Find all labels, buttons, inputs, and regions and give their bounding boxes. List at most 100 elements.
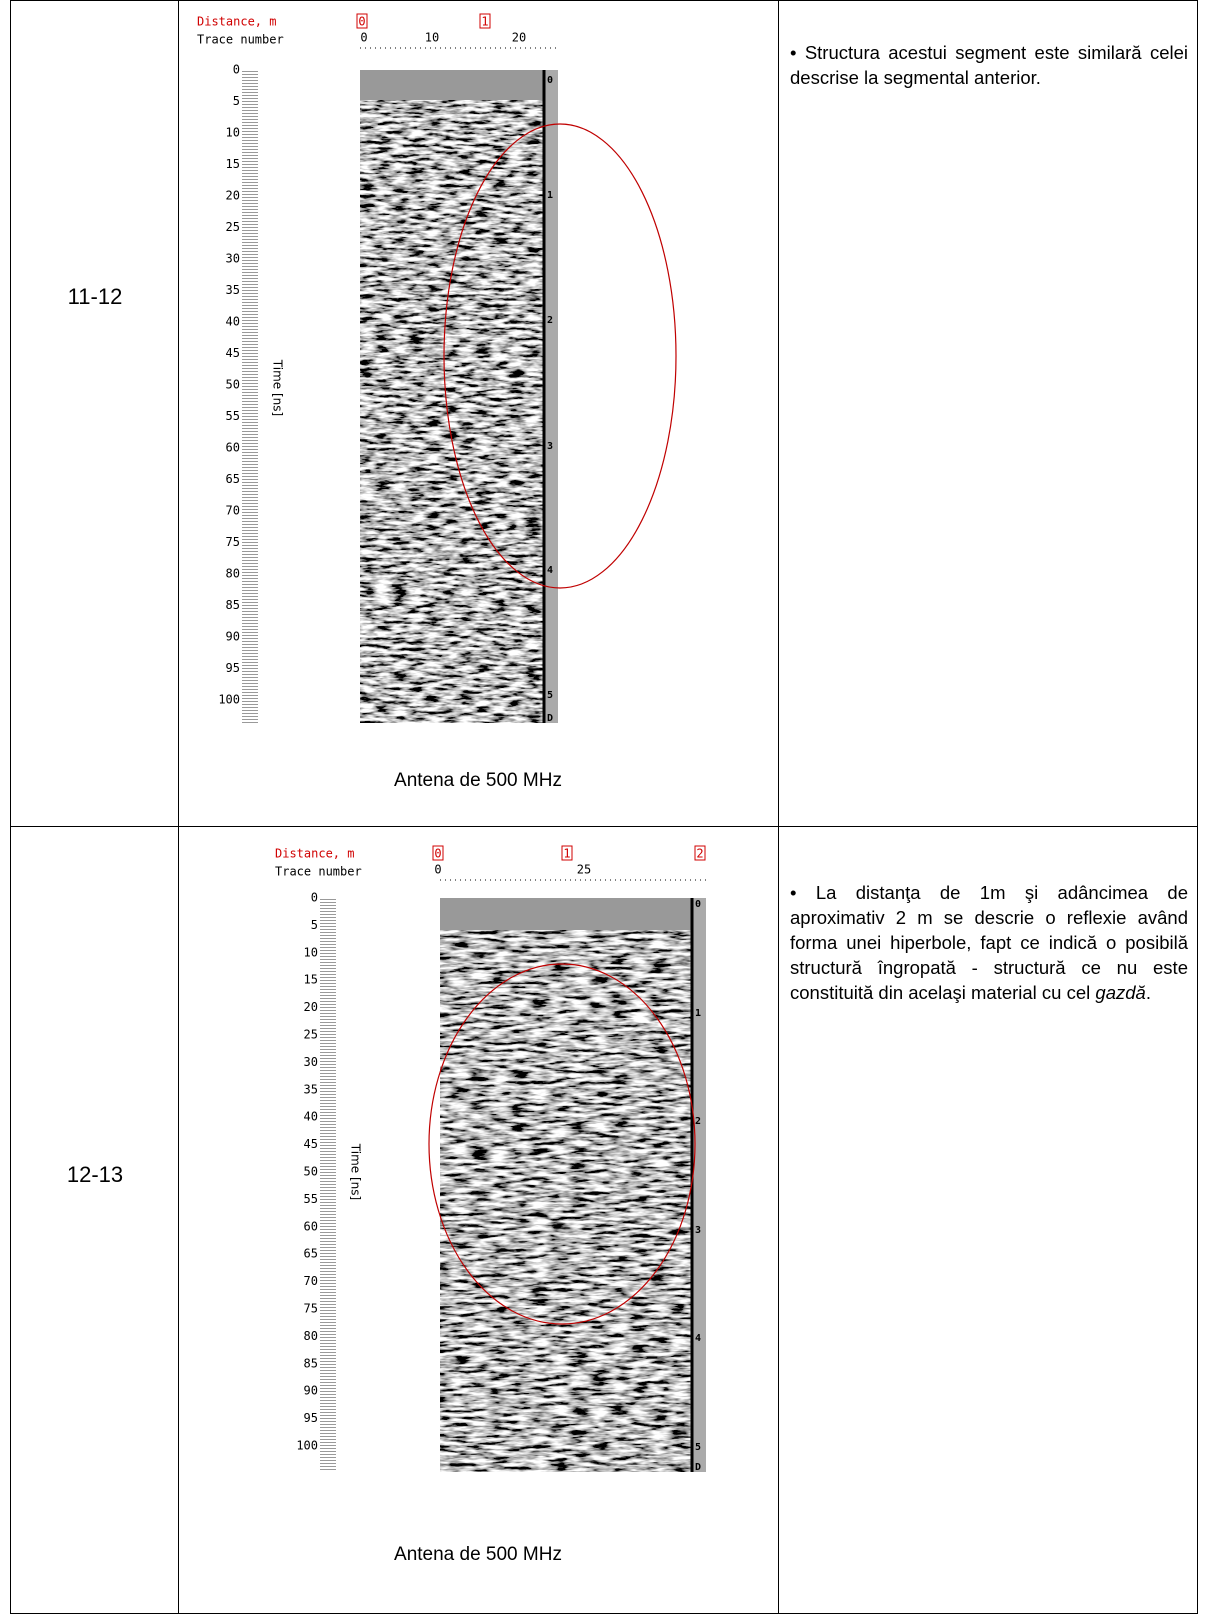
time-tick: 60	[226, 441, 240, 455]
depth-tick: 4	[695, 1333, 701, 1344]
depth-tick: 3	[547, 441, 553, 452]
depth-tick: D	[695, 1462, 701, 1473]
air-band	[440, 898, 692, 930]
distance-label: Distance, m	[275, 847, 354, 861]
depth-tick: 1	[695, 1008, 701, 1019]
time-tick: 10	[226, 126, 240, 140]
time-tick: 85	[304, 1356, 318, 1370]
distance-label: Distance, m	[197, 15, 276, 29]
text: • La distanţa de 1m şi adâncimea de apro…	[790, 882, 1188, 1003]
time-tick: 100	[296, 1439, 318, 1453]
time-tick: 45	[226, 346, 240, 360]
radar-data	[440, 898, 692, 1472]
text: gazdă	[1095, 982, 1146, 1003]
trace-tick: 0	[360, 31, 367, 45]
time-tick: 50	[226, 378, 240, 392]
highlight-ellipse	[443, 123, 677, 589]
distance-tick: 1	[481, 15, 488, 29]
time-tick: 40	[226, 315, 240, 329]
time-tick: 55	[226, 409, 240, 423]
time-tick: 80	[226, 567, 240, 581]
segment-label: 12-13	[66, 1162, 124, 1187]
text: .	[1145, 982, 1151, 1003]
depth-tick: 0	[695, 899, 701, 910]
time-tick: 70	[226, 504, 240, 518]
text: • Structura acestui segment este similar…	[790, 42, 1188, 88]
time-tick: 95	[304, 1411, 318, 1425]
trace-label: Trace number	[197, 33, 284, 47]
description: • Structura acestui segment este similar…	[790, 40, 1188, 90]
time-tick: 15	[226, 157, 240, 171]
time-tick: 5	[233, 94, 240, 108]
time-tick: 30	[304, 1055, 318, 1069]
time-tick: 80	[304, 1329, 318, 1343]
table	[10, 0, 1198, 1614]
caption: Antena de 500 MHz	[394, 770, 562, 791]
time-tick: 75	[304, 1302, 318, 1316]
time-tick: 100	[218, 693, 240, 707]
depth-tick: D	[547, 713, 553, 724]
time-tick: 20	[226, 189, 240, 203]
depth-tick: 0	[547, 75, 553, 86]
time-tick: 90	[304, 1384, 318, 1398]
time-tick: 90	[226, 630, 240, 644]
time-label: Time [ns]	[271, 359, 285, 416]
depth-tick: 1	[547, 190, 553, 201]
time-tick: 95	[226, 661, 240, 675]
time-tick: 5	[311, 918, 318, 932]
trace-tick: 25	[577, 863, 591, 877]
trace-tick: 20	[512, 31, 526, 45]
column-divider	[10, 0, 179, 1614]
depth-tick: 5	[547, 690, 553, 701]
time-tick: 65	[226, 472, 240, 486]
description: • La distanţa de 1m şi adâncimea de apro…	[790, 880, 1188, 1005]
time-tick: 60	[304, 1219, 318, 1233]
radar-data	[360, 70, 544, 723]
distance-tick: 0	[434, 847, 441, 861]
time-tick: 45	[304, 1137, 318, 1151]
time-tick: 55	[304, 1192, 318, 1206]
distance-marker	[356, 13, 368, 29]
ruler	[242, 70, 258, 723]
depth-tick: 3	[695, 1225, 701, 1236]
time-label: Time [ns]	[349, 1143, 363, 1200]
trace-tick: 10	[425, 31, 439, 45]
segment-label: 11-12	[67, 284, 123, 309]
time-tick: 35	[226, 283, 240, 297]
row-divider	[10, 826, 1198, 827]
time-tick: 85	[226, 598, 240, 612]
time-tick: 35	[304, 1082, 318, 1096]
depth-tick: 5	[695, 1442, 701, 1453]
trace-tick: 0	[434, 863, 441, 877]
time-tick: 15	[304, 973, 318, 987]
distance-tick: 0	[358, 15, 365, 29]
trace-label: Trace number	[275, 865, 362, 879]
depth-tick: 2	[695, 1116, 701, 1127]
time-tick: 30	[226, 252, 240, 266]
caption: Antena de 500 MHz	[394, 1544, 562, 1565]
time-tick: 70	[304, 1274, 318, 1288]
time-tick: 65	[304, 1247, 318, 1261]
time-tick: 25	[304, 1028, 318, 1042]
depth-strip	[544, 70, 558, 723]
column-divider	[778, 0, 1198, 1614]
time-tick: 50	[304, 1165, 318, 1179]
ruler	[320, 898, 336, 1472]
air-band	[360, 70, 544, 100]
time-tick: 10	[304, 945, 318, 959]
time-tick: 75	[226, 535, 240, 549]
time-tick: 20	[304, 1000, 318, 1014]
highlight-ellipse	[428, 963, 696, 1325]
distance-marker	[479, 13, 491, 29]
depth-tick: 4	[547, 565, 553, 576]
distance-marker	[561, 845, 573, 861]
time-tick: 25	[226, 220, 240, 234]
time-tick: 40	[304, 1110, 318, 1124]
distance-tick: 2	[696, 847, 703, 861]
distance-marker	[432, 845, 444, 861]
distance-marker	[694, 845, 706, 861]
time-tick: 0	[233, 63, 240, 77]
